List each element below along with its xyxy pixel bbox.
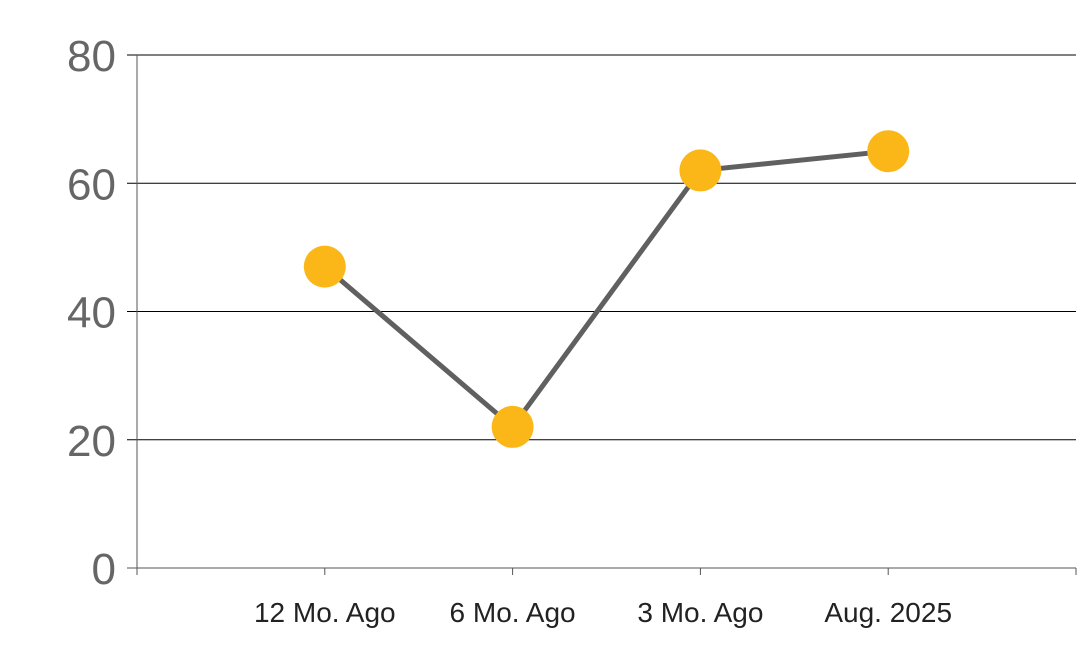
y-tick-labels: 0 20 40 60 80 (67, 32, 116, 594)
x-tick-label: 3 Mo. Ago (637, 597, 763, 628)
x-tick-labels: 12 Mo. Ago 6 Mo. Ago 3 Mo. Ago Aug. 2025 (254, 597, 952, 628)
axes (127, 55, 1077, 575)
data-point (491, 405, 534, 448)
y-tick-label: 20 (67, 417, 116, 466)
data-points (303, 130, 910, 448)
y-tick-label: 40 (67, 289, 116, 338)
y-tick-label: 0 (92, 545, 116, 594)
x-tick-label: 6 Mo. Ago (450, 597, 576, 628)
gridlines (127, 54, 1076, 441)
data-point (679, 149, 722, 192)
y-tick-label: 60 (67, 160, 116, 209)
data-point (867, 130, 910, 173)
series-line (323, 148, 889, 430)
x-tick-label: 12 Mo. Ago (254, 597, 396, 628)
y-tick-label: 80 (67, 32, 116, 81)
x-tick-label: Aug. 2025 (824, 597, 952, 628)
data-point (303, 245, 346, 288)
series-line (323, 148, 889, 430)
